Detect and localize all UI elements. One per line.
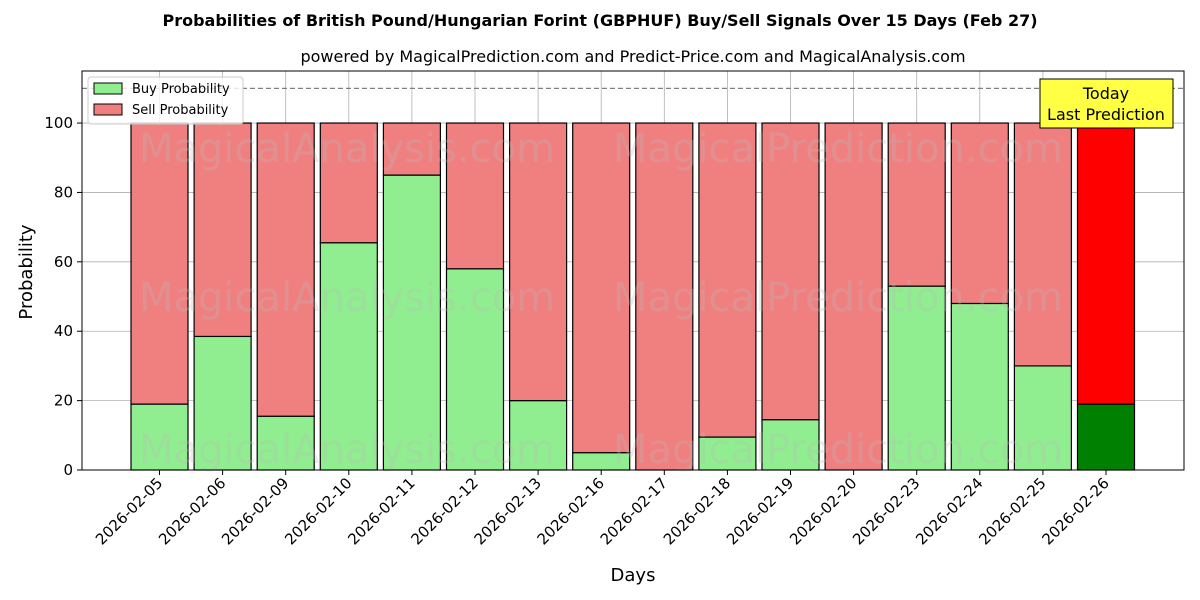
- annotation-line: Today: [1082, 84, 1129, 103]
- x-tick-label: 2026-02-05: [92, 474, 166, 548]
- chart-subtitle: powered by MagicalPrediction.com and Pre…: [300, 47, 965, 66]
- legend-label: Sell Probability: [132, 103, 229, 118]
- watermark-text: MagicalPrediction.com: [613, 126, 1063, 172]
- bar-sell: [130, 122, 189, 405]
- bar-buy: [509, 400, 568, 471]
- watermark-text: MagicalAnalysis.com: [139, 126, 555, 172]
- watermark-text: MagicalAnalysis.com: [139, 427, 555, 473]
- x-tick-label: 2026-02-26: [1038, 474, 1112, 548]
- bar-sell: [445, 122, 505, 270]
- plot-frame: [81, 70, 1185, 471]
- x-tick-label: 2026-02-12: [407, 474, 481, 548]
- legend-swatch: [93, 82, 123, 95]
- today-annotation: Today Last Prediction: [1039, 78, 1174, 129]
- y-tick-label: 80: [54, 183, 73, 201]
- y-axis-label: Probability: [16, 224, 37, 319]
- x-tick-label: 2026-02-24: [912, 474, 986, 548]
- x-tick-label: 2026-02-18: [660, 474, 734, 548]
- bar-sell: [635, 122, 694, 471]
- x-tick-label: 2026-02-17: [597, 474, 671, 548]
- x-tick-label: 2026-02-11: [344, 474, 418, 548]
- bar-buy: [445, 268, 505, 471]
- x-axis-label: Days: [611, 565, 656, 586]
- bar-sell: [761, 122, 820, 421]
- x-tick-label: 2026-02-25: [975, 474, 1049, 548]
- legend-label: Buy Probability: [132, 82, 230, 97]
- y-tick-label: 0: [63, 461, 73, 479]
- bar-buy: [193, 335, 252, 471]
- x-tick-label: 2026-02-10: [281, 474, 355, 548]
- bar-sell: [509, 122, 568, 402]
- bar-buy: [1076, 403, 1136, 471]
- annotation-line: Last Prediction: [1047, 105, 1165, 124]
- watermark-text: MagicalPrediction.com: [613, 427, 1063, 473]
- bar-sell: [1013, 122, 1073, 367]
- legend-swatch: [93, 103, 123, 116]
- bar-sell: [256, 122, 315, 417]
- x-tick-label: 2026-02-13: [471, 474, 545, 548]
- bar-sell: [887, 122, 946, 287]
- bar-sell: [698, 122, 757, 438]
- x-tick-label: 2026-02-20: [786, 474, 860, 548]
- bar-buy: [319, 242, 378, 471]
- watermark-text: MagicalAnalysis.com: [139, 275, 555, 321]
- bars: [130, 122, 1136, 471]
- x-tick-label: 2026-02-19: [723, 474, 797, 548]
- y-tick-label: 20: [54, 392, 73, 410]
- y-tick-label: 40: [54, 322, 73, 340]
- bar-sell: [824, 122, 883, 471]
- x-axis: 2026-02-052026-02-062026-02-092026-02-10…: [92, 470, 1113, 548]
- y-tick-label: 100: [44, 114, 73, 132]
- bar-sell: [382, 122, 441, 176]
- annotation-box: [1039, 78, 1174, 129]
- y-axis: 0 20 40 60 80 100: [44, 114, 82, 479]
- bar-sell: [950, 122, 1009, 305]
- x-tick-label: 2026-02-16: [534, 474, 608, 548]
- bar-buy: [887, 285, 946, 471]
- bar-buy: [382, 174, 441, 471]
- x-tick-label: 2026-02-06: [155, 474, 229, 548]
- x-tick-label: 2026-02-09: [218, 474, 292, 548]
- bar-sell: [572, 122, 631, 454]
- watermark-text: MagicalPrediction.com: [613, 275, 1063, 321]
- bar-buy: [950, 302, 1009, 471]
- bar-sell: [319, 122, 378, 244]
- bar-buy: [256, 415, 315, 471]
- x-tick-label: 2026-02-23: [849, 474, 923, 548]
- bar-buy: [761, 419, 820, 471]
- y-tick-label: 60: [54, 253, 73, 271]
- legend: Buy Probability Sell Probability: [87, 76, 244, 125]
- legend-box: [87, 76, 244, 125]
- bar-buy: [1013, 365, 1073, 471]
- watermarks: MagicalAnalysis.com MagicalPrediction.com…: [139, 126, 1063, 473]
- bar-sell: [1076, 122, 1136, 405]
- chart-title: Probabilities of British Pound/Hungarian…: [162, 11, 1037, 30]
